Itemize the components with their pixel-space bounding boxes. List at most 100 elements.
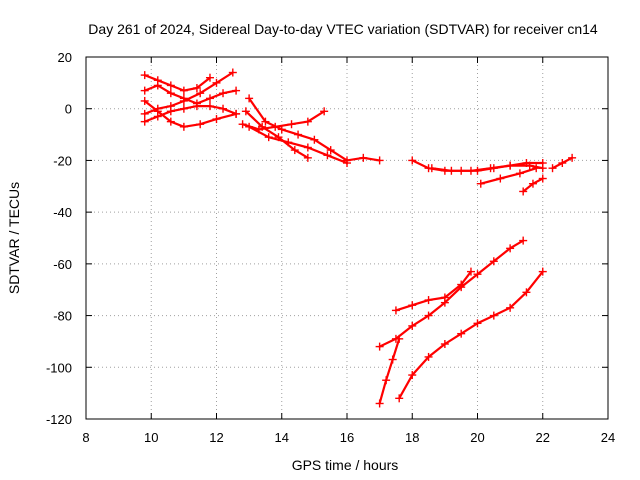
series-line	[479, 167, 538, 185]
data-point	[277, 125, 286, 134]
data-point	[375, 399, 384, 408]
data-point	[264, 133, 273, 142]
data-point	[424, 352, 433, 361]
data-point	[359, 153, 368, 162]
data-point	[395, 334, 404, 343]
y-tick-label: -60	[53, 257, 72, 272]
series-line	[248, 125, 349, 165]
data-point	[219, 89, 228, 98]
series-arc-17	[391, 267, 475, 315]
data-point	[326, 146, 335, 155]
data-point	[476, 179, 485, 188]
data-point	[166, 89, 175, 98]
x-tick-label: 14	[275, 430, 289, 445]
x-tick-label: 16	[340, 430, 354, 445]
data-point	[440, 293, 449, 302]
series-line	[378, 337, 401, 405]
data-point	[391, 306, 400, 315]
data-point	[179, 104, 188, 113]
data-point	[303, 117, 312, 126]
series-arc-4	[140, 102, 241, 126]
data-point	[457, 329, 466, 338]
data-point	[166, 117, 175, 126]
data-point	[238, 120, 247, 129]
x-axis-title: GPS time / hours	[292, 457, 399, 473]
data-point	[568, 153, 577, 162]
data-point	[140, 117, 149, 126]
data-point	[457, 280, 466, 289]
chart-title: Day 261 of 2024, Sidereal Day-to-day VTE…	[88, 21, 598, 37]
data-point	[290, 146, 299, 155]
data-point	[427, 164, 436, 173]
x-tick-label: 12	[209, 430, 223, 445]
x-tick-label: 22	[536, 430, 550, 445]
data-point	[284, 138, 293, 147]
data-point	[473, 319, 482, 328]
y-tick-label: -80	[53, 309, 72, 324]
data-point	[245, 122, 254, 131]
data-point	[140, 71, 149, 80]
data-point	[205, 102, 214, 111]
y-axis-title: SDTVAR / TECUs	[6, 182, 22, 294]
data-point	[519, 236, 528, 245]
series-arc-16	[375, 334, 404, 408]
y-tick-label: 0	[65, 102, 72, 117]
y-tick-label: -40	[53, 205, 72, 220]
data-point	[140, 96, 149, 105]
series-arc-13	[519, 174, 547, 196]
data-point	[212, 115, 221, 124]
data-point	[424, 311, 433, 320]
series-arc-11	[427, 161, 547, 175]
y-tick-label: -100	[46, 360, 72, 375]
data-point	[287, 120, 296, 129]
data-point	[408, 321, 417, 330]
data-point	[153, 107, 162, 116]
data-point	[506, 244, 515, 253]
x-tick-label: 10	[144, 430, 158, 445]
data-point	[525, 161, 534, 170]
series-arc-2	[140, 81, 241, 108]
data-point	[538, 174, 547, 183]
data-point	[447, 166, 456, 175]
data-point	[205, 94, 214, 103]
data-point	[140, 86, 149, 95]
data-point	[395, 394, 404, 403]
data-point	[528, 179, 537, 188]
data-point	[489, 257, 498, 266]
data-point	[320, 107, 329, 116]
data-point	[506, 303, 515, 312]
series-line	[241, 110, 326, 131]
data-point	[323, 151, 332, 160]
data-point	[140, 109, 149, 118]
series-layer	[140, 68, 577, 408]
data-point	[532, 164, 541, 173]
data-point	[205, 73, 214, 82]
data-point	[473, 270, 482, 279]
series-arc-8	[241, 107, 312, 162]
data-point	[179, 122, 188, 131]
data-point	[440, 340, 449, 349]
data-point	[408, 371, 417, 380]
data-point	[192, 102, 201, 111]
data-point	[212, 78, 221, 87]
data-point	[166, 107, 175, 116]
data-point	[515, 169, 524, 178]
series-arc-18	[395, 267, 547, 403]
y-tick-label: -120	[46, 412, 72, 427]
x-tick-label: 8	[82, 430, 89, 445]
grid-layer	[86, 57, 608, 419]
data-point	[196, 120, 205, 129]
data-point	[196, 89, 205, 98]
tick-layer: 8 10 12 14 16 18 20 22 24 20 0 -20 -40 -60 -80 -100 -120	[46, 50, 615, 445]
data-point	[179, 86, 188, 95]
series-arc-12	[476, 164, 541, 188]
data-point	[153, 81, 162, 90]
x-tick-label: 20	[470, 430, 484, 445]
data-point	[375, 342, 384, 351]
series-line	[143, 84, 238, 105]
series-line	[398, 270, 544, 400]
data-point	[343, 159, 351, 168]
data-point	[466, 166, 475, 175]
data-point	[388, 355, 397, 364]
x-tick-label: 24	[601, 430, 615, 445]
